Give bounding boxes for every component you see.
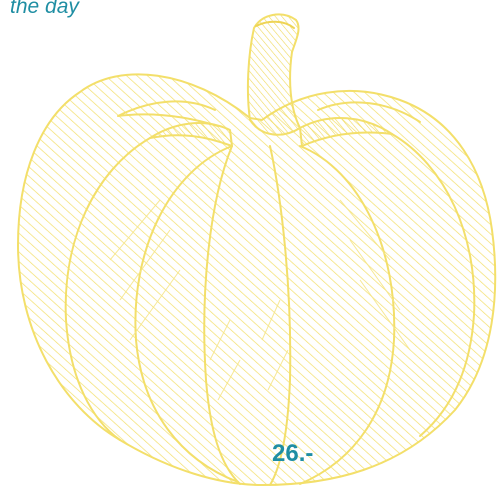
caption-text: the day [10, 0, 79, 18]
pumpkin-outline [17, 73, 497, 486]
pumpkin-stem [246, 13, 301, 136]
price-label: 26.- [272, 440, 314, 467]
